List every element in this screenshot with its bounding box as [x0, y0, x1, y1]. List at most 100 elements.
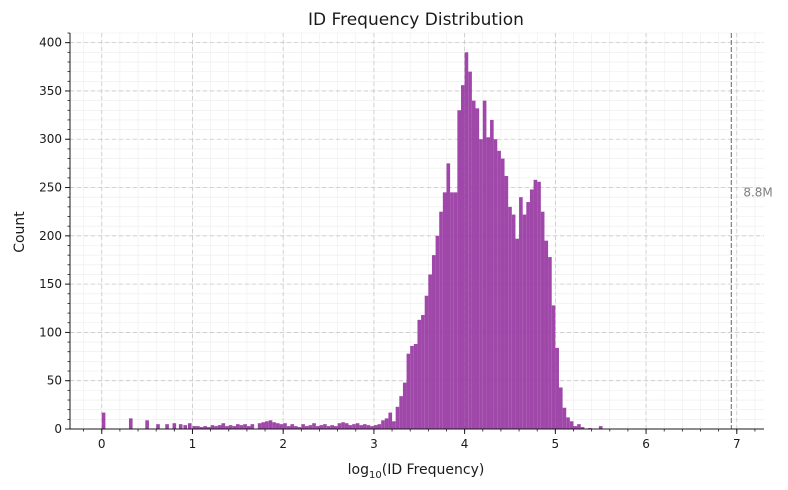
y-tick-label: 200 — [39, 229, 62, 243]
histogram-bar — [533, 179, 538, 429]
histogram-bar — [221, 423, 226, 429]
histogram-bar — [172, 423, 177, 429]
histogram-bar — [424, 295, 429, 429]
x-axis-label-subscript: 10 — [369, 470, 382, 481]
histogram-bar — [187, 423, 192, 429]
histogram-bar — [214, 426, 218, 429]
histogram-bar — [217, 425, 222, 429]
histogram-bar — [239, 425, 244, 429]
histogram-bar — [128, 418, 133, 429]
reference-line-group: 8.8M — [730, 33, 773, 429]
y-tick-label: 150 — [39, 277, 62, 291]
histogram-bar — [551, 305, 556, 429]
histogram-bar — [312, 423, 316, 429]
histogram-bar — [192, 426, 197, 429]
y-tick-label: 50 — [47, 374, 62, 388]
histogram-bar — [475, 108, 480, 430]
histogram-bar — [236, 424, 240, 429]
histogram-bar — [283, 423, 287, 429]
histogram-bar — [566, 417, 570, 429]
histogram-bar — [500, 158, 505, 429]
histogram-bar — [598, 426, 603, 429]
histogram-bar — [388, 412, 393, 429]
histogram-bar — [275, 423, 280, 429]
histogram-bar — [486, 137, 491, 429]
histogram-bar — [196, 426, 200, 429]
histogram-bar — [522, 214, 527, 429]
histogram-bar — [417, 319, 422, 429]
histogram-bar — [435, 235, 440, 429]
x-axis-label-base: log — [348, 462, 369, 478]
histogram-bar — [301, 424, 305, 429]
histogram-bar — [355, 423, 360, 429]
histogram-bar — [442, 192, 447, 429]
histogram-bar — [294, 426, 298, 429]
histogram-bar — [511, 214, 516, 429]
histogram-bar — [428, 274, 432, 429]
histogram-bar — [504, 175, 509, 429]
histogram-bar — [569, 421, 574, 429]
histogram-bar — [228, 425, 233, 429]
histogram-bar — [199, 427, 204, 429]
histogram-bar — [479, 139, 483, 429]
histogram-bar — [508, 206, 512, 429]
histogram-bar — [377, 424, 382, 429]
histogram-bar — [471, 100, 476, 430]
histogram-bar — [272, 422, 276, 429]
histogram-bar — [431, 255, 436, 429]
histogram-bar — [497, 150, 501, 429]
histogram-bar — [573, 426, 578, 429]
histogram-bar — [315, 426, 320, 429]
histogram-bar — [370, 426, 374, 429]
histogram-bar — [183, 425, 188, 429]
histogram-bar — [413, 344, 418, 429]
x-axis-label-rest: (ID Frequency) — [382, 462, 485, 478]
histogram-bar — [206, 427, 211, 429]
histogram-bar — [156, 424, 160, 429]
histogram-bar — [381, 420, 385, 429]
histogram-bar — [359, 425, 364, 429]
x-tick-label: 1 — [189, 437, 197, 451]
x-tick-label: 2 — [279, 437, 287, 451]
histogram-bar — [348, 425, 353, 429]
reference-line-label: 8.8M — [743, 185, 772, 199]
y-tick-label: 0 — [54, 422, 62, 436]
histogram-bar — [250, 424, 255, 429]
y-tick-label: 100 — [39, 325, 62, 339]
histogram-bar — [482, 100, 487, 430]
histogram-bar — [464, 52, 469, 429]
histogram-bar — [450, 192, 454, 429]
histogram-bar — [406, 353, 411, 429]
histogram-bar — [261, 422, 266, 429]
x-tick-label: 0 — [98, 437, 106, 451]
histogram-bar — [395, 406, 400, 429]
histogram-bar — [203, 426, 207, 429]
y-axis-label: Count — [12, 211, 28, 253]
y-tick-label: 300 — [39, 132, 62, 146]
y-tick-label: 250 — [39, 181, 62, 195]
histogram-bar — [402, 382, 407, 429]
histogram-bar — [337, 423, 342, 429]
histogram-bar — [468, 71, 472, 429]
histogram-bar — [519, 197, 523, 429]
x-tick-label: 6 — [642, 437, 650, 451]
histogram-bar — [399, 396, 403, 429]
histogram-bar — [330, 425, 334, 429]
histogram-bar — [344, 423, 349, 429]
axes — [65, 32, 764, 434]
x-axis-label: log10(ID Frequency) — [348, 462, 485, 481]
histogram-bar — [490, 119, 494, 430]
histogram-bar — [210, 425, 215, 429]
histogram-bar — [232, 426, 237, 429]
x-tick-label: 4 — [461, 437, 469, 451]
histogram-bar — [268, 420, 273, 429]
histogram-bar — [453, 192, 458, 429]
histogram-bar — [304, 426, 309, 429]
histogram-bar — [537, 181, 541, 429]
y-tick-label: 400 — [39, 36, 62, 50]
histogram-bar — [544, 240, 549, 429]
histogram-bar — [308, 425, 313, 429]
x-tick-label: 3 — [370, 437, 378, 451]
histogram-bar — [323, 424, 327, 429]
